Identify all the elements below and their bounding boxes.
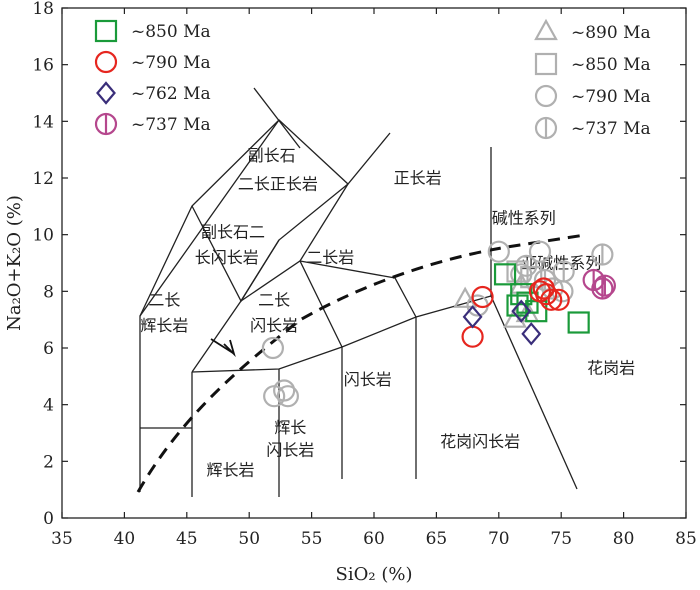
- data-point-diamond: [521, 322, 542, 346]
- data-point-square: [567, 311, 590, 334]
- region-label: 辉长岩: [140, 316, 188, 335]
- region-label: 花岗岩: [587, 359, 635, 378]
- x-tick-label: 85: [675, 529, 697, 549]
- region-label: 花岗闪长岩: [440, 432, 520, 451]
- legend-right-label: ~890 Ma: [571, 23, 651, 43]
- legend-left-label: ~850 Ma: [131, 22, 211, 42]
- y-tick-label: 4: [43, 396, 54, 416]
- data-point-diamond: [462, 305, 483, 329]
- data-point-circle: [471, 285, 494, 309]
- legend-left-marker: [94, 19, 118, 43]
- y-axis-title: Na₂O+K₂O (%): [4, 195, 25, 331]
- data-point-circle: [273, 379, 296, 402]
- data-point-circle: [487, 240, 510, 263]
- legend-right-label: ~850 Ma: [571, 55, 651, 75]
- x-tick-label: 35: [51, 529, 73, 549]
- data-point-circle: [528, 240, 552, 263]
- data-point-circle-bar: [582, 268, 605, 292]
- y-tick-label: 18: [32, 0, 54, 19]
- region-label: 闪长岩: [344, 370, 392, 389]
- y-tick-label: 14: [32, 112, 54, 132]
- data-point-circle: [532, 277, 555, 300]
- x-tick-label: 70: [488, 529, 510, 549]
- data-point-circle-bar: [591, 243, 614, 266]
- legend-right-label: ~790 Ma: [571, 87, 651, 107]
- data-point-circle: [547, 288, 570, 311]
- data-point-circle: [540, 288, 563, 311]
- alkaline-divider-dashed-line: [136, 233, 586, 493]
- data-point-diamond: [511, 299, 532, 323]
- region-label: 辉长: [274, 418, 306, 437]
- x-tick-label: 65: [426, 529, 448, 549]
- legend-right-marker: [534, 52, 558, 76]
- x-tick-label: 50: [238, 529, 260, 549]
- y-tick-label: 16: [32, 56, 54, 76]
- data-point-circle: [261, 336, 285, 360]
- data-point-circle-bar: [593, 274, 616, 297]
- y-tick-label: 10: [32, 226, 54, 246]
- region-label: 闪长岩: [266, 441, 314, 460]
- y-tick-label: 8: [43, 282, 54, 302]
- data-point-circle: [276, 385, 299, 408]
- y-tick-label: 0: [43, 509, 54, 529]
- legend-left-marker: [94, 112, 118, 136]
- trend-arrow: [210, 338, 236, 358]
- x-tick-label: 75: [550, 529, 572, 549]
- data-point-circle-bar: [552, 260, 575, 283]
- y-tick-label: 6: [43, 339, 54, 359]
- region-label: 碱性系列: [492, 208, 556, 227]
- classification-fields: [139, 87, 578, 497]
- data-point-circle: [461, 325, 484, 348]
- data-point-circle: [541, 277, 564, 300]
- legend-right-marker: [534, 84, 558, 108]
- legends: ~850 Ma ~790 Ma ~762 Ma ~737 Ma ~890 Ma ~850 …: [94, 18, 651, 140]
- legend-left-marker: [94, 50, 118, 74]
- y-tick-label: 12: [32, 169, 54, 189]
- x-tick-label: 60: [363, 529, 385, 549]
- region-label: 长闪长岩: [195, 248, 259, 267]
- x-tick-label: 45: [176, 529, 198, 549]
- x-tick-label: 80: [613, 529, 635, 549]
- legend-right-label: ~737 Ma: [571, 119, 651, 139]
- region-label: 二长岩: [306, 248, 354, 267]
- data-point-circle-bar: [533, 268, 557, 292]
- x-axis-title: SiO₂ (%): [336, 564, 413, 585]
- data-points: [261, 240, 616, 408]
- legend-left-marker: [96, 81, 116, 105]
- region-label: 正长岩: [394, 169, 442, 188]
- legend-left-label: ~790 Ma: [131, 53, 211, 73]
- data-point-circle: [515, 254, 538, 277]
- x-tick-label: 55: [301, 529, 323, 549]
- region-label: 闪长岩: [250, 316, 298, 335]
- region-label: 亚碱性系列: [521, 254, 601, 273]
- region-label: 二长正长岩: [238, 174, 318, 193]
- region-label: 二长: [148, 291, 180, 310]
- axis-ticks: 35 40 45 50 55 60 65 70 75 80 85 0 2 4 6 8 10 12 14 16 18: [32, 0, 696, 549]
- legend-right-marker: [534, 18, 558, 41]
- region-label: 副长石二: [201, 223, 265, 242]
- legend-left-label: ~737 Ma: [131, 115, 211, 135]
- legend-right-marker: [534, 116, 558, 140]
- region-label: 副长石: [248, 146, 296, 165]
- y-tick-label: 2: [43, 452, 54, 472]
- data-point-square: [493, 263, 517, 286]
- region-label: 二长: [258, 291, 290, 310]
- legend-left-label: ~762 Ma: [131, 84, 211, 104]
- region-label: 辉长岩: [206, 461, 254, 480]
- x-tick-label: 40: [114, 529, 136, 549]
